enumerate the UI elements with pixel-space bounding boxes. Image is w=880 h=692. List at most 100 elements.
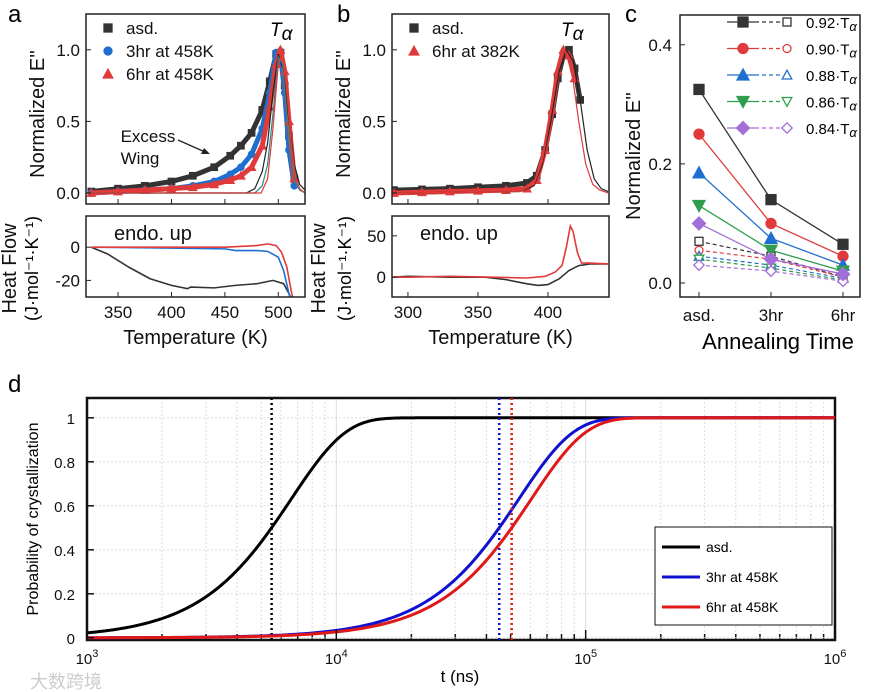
series-6hr-at-458K [91, 243, 294, 297]
legend-label: 0.88·Tα [806, 68, 857, 87]
legend-closed-marker [737, 16, 749, 28]
data-point [210, 163, 219, 172]
legend-open-marker [781, 68, 793, 80]
legend-label: asd. [432, 19, 464, 38]
b_bottom-frame [391, 215, 610, 298]
series-asd- [392, 45, 585, 194]
series-6hr-at-458K [86, 44, 300, 197]
a_top-plot: 0.0 0.5 1.0 Normalized E'' Tα asd. 3hr at 458K… [27, 19, 305, 204]
data-point [247, 150, 256, 159]
x-tick-label: 106 [824, 648, 847, 668]
legend-label: 0.92·Tα [806, 15, 857, 34]
panel-letter-c: c [625, 1, 637, 28]
legend-label: 6hr at 458K [706, 599, 779, 615]
legend-marker [409, 23, 419, 33]
y-tick-label: 0 [67, 631, 75, 648]
closed-data-point [691, 216, 707, 231]
closed-data-point [835, 266, 851, 282]
endo-up-label: endo. up [420, 223, 498, 245]
data-point [417, 187, 427, 197]
y-tick-label: 0.8 [54, 455, 75, 472]
x-tick-label: asd. [683, 306, 715, 325]
fit-line [86, 52, 305, 194]
y-axis-label-line1: Heat Flow [308, 223, 330, 314]
y-axis-label-line2: (J·mol⁻¹·K⁻¹) [22, 216, 42, 321]
x-axis-label: t (ns) [441, 667, 480, 686]
series-0-84-T [691, 216, 851, 288]
d-plot: 0 0.2 0.4 0.6 0.8 1 103 104 105 106 t (ns) Probabil… [25, 396, 847, 686]
closed-data-point [763, 230, 779, 244]
fit-line [86, 53, 305, 194]
legend-marker [102, 67, 114, 79]
y-tick-label: 0.4 [648, 36, 672, 55]
x-tick-label: 400 [534, 303, 562, 322]
x-tick-label: 103 [76, 648, 99, 668]
open-data-point [694, 236, 704, 246]
panel-letter-a: a [8, 1, 22, 28]
x-tick-label: 350 [104, 303, 132, 322]
open-data-point [764, 264, 778, 278]
series-asd- [91, 246, 292, 297]
legend: asd. 3hr at 458K 6hr at 458K [654, 526, 833, 626]
annotation-arrow [177, 139, 206, 153]
endo-up-label: endo. up [114, 223, 192, 245]
legend-label: 0.86·Tα [806, 95, 857, 114]
x-axis-label: Temperature (K) [123, 327, 268, 349]
y-axis-label: Normalized E'' [623, 92, 645, 220]
legend-label: 6hr at 382K [432, 42, 521, 61]
legend-marker [103, 23, 113, 33]
legend-closed-marker [737, 42, 749, 55]
legend-open-marker [782, 43, 792, 54]
legend-closed-marker [735, 120, 751, 136]
legend-label: asd. [706, 539, 732, 555]
closed-data-point [693, 83, 705, 96]
data-point [187, 182, 198, 192]
legend-label: 0.84·Tα [806, 121, 857, 140]
y-axis-label: Normalized E'' [333, 50, 355, 178]
x-tick-label: 350 [464, 303, 492, 322]
closed-data-point [691, 165, 707, 179]
data-point [235, 170, 246, 180]
x-axis-label: Annealing Time [702, 329, 854, 354]
y-axis-label: Probability of crystallization [25, 423, 42, 616]
y-tick-label: 1.0 [56, 41, 80, 60]
a_bottom-plot: 0 -20 350 400 450 500 Temperature (K) Heat Flow… [0, 216, 294, 349]
b_bottom-plot: 0 50 300 350 400 Temperature (K) Heat Flow (J·m… [308, 216, 609, 349]
x-tick-label: 6hr [831, 306, 856, 325]
data-point [246, 162, 257, 172]
fit-line [392, 48, 609, 194]
c-frame [679, 14, 861, 298]
series-6hr-at-382K [392, 44, 580, 197]
y-tick-label: 0.4 [54, 543, 75, 560]
y-tick-label: 0.2 [648, 155, 672, 174]
data-point [237, 163, 245, 172]
legend-marker [103, 46, 113, 56]
d-frame [85, 396, 837, 642]
fit-line [392, 48, 609, 194]
data-point [209, 179, 220, 189]
closed-data-point [763, 244, 779, 258]
legend-label: 0.90·Tα [806, 42, 857, 61]
y-tick-label: -20 [55, 271, 80, 290]
data-point [247, 128, 256, 137]
legend-open-marker [782, 17, 792, 27]
data-point [275, 44, 286, 54]
y-tick-label: 0 [71, 238, 80, 257]
series-band [393, 47, 577, 196]
y-axis-label-line2: (J·mol⁻¹·K⁻¹) [335, 216, 355, 321]
data-point [166, 183, 177, 193]
legend-label: asd. [126, 19, 158, 38]
legend-label: 3hr at 458K [126, 42, 215, 61]
series-6hr-at-382K [392, 223, 609, 279]
annotation-wing: Wing [121, 149, 160, 168]
data-point [257, 140, 268, 150]
data-point [225, 174, 236, 184]
y-tick-label: 0.2 [54, 587, 75, 604]
y-tick-label: 0.0 [56, 184, 80, 203]
legend-open-marker [780, 121, 794, 135]
x-tick-label: 104 [325, 648, 348, 668]
x-tick-label: 105 [574, 648, 597, 668]
legend-label: 6hr at 458K [126, 65, 215, 84]
x-axis-label: Temperature (K) [428, 327, 573, 349]
